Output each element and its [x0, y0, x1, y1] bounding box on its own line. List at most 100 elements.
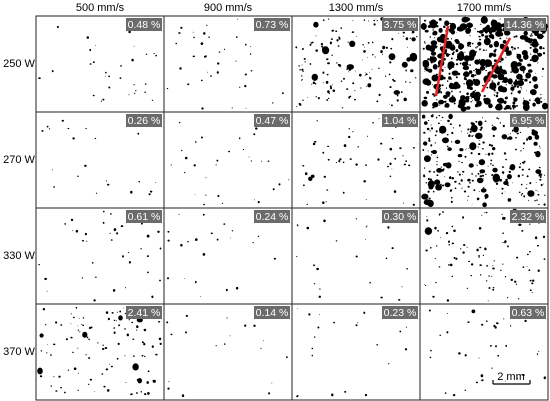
pore	[389, 162, 392, 166]
pore	[451, 95, 454, 98]
pore	[450, 200, 453, 203]
pore	[298, 65, 300, 67]
pore	[543, 174, 546, 176]
pore	[360, 87, 362, 89]
pore	[511, 86, 513, 88]
pore	[355, 163, 358, 166]
pore	[501, 187, 504, 190]
porosity-label: 6.95 %	[512, 115, 545, 127]
pore	[73, 316, 75, 319]
pore	[539, 46, 543, 50]
pore	[425, 249, 428, 252]
pore	[328, 18, 330, 20]
pore	[538, 203, 540, 206]
pore	[460, 248, 462, 250]
pore	[501, 192, 504, 195]
pore	[116, 357, 119, 360]
pore	[534, 200, 536, 202]
pore	[225, 288, 228, 292]
pore	[458, 124, 461, 127]
pore	[527, 253, 529, 256]
pore	[375, 18, 377, 20]
pore	[537, 62, 539, 64]
pore	[449, 22, 451, 24]
pore	[94, 137, 97, 140]
pore	[441, 184, 445, 187]
pore	[492, 287, 495, 289]
porosity-label-box	[510, 114, 546, 127]
pore	[448, 113, 453, 120]
pore	[444, 67, 446, 69]
pore	[326, 189, 329, 191]
pore	[437, 155, 439, 157]
pore	[496, 117, 499, 119]
pore	[393, 80, 396, 82]
pore	[480, 126, 483, 129]
pore	[401, 286, 403, 288]
pore	[102, 344, 104, 346]
pore	[542, 67, 544, 71]
pore	[529, 81, 532, 84]
pore	[315, 35, 317, 37]
pore	[355, 255, 358, 258]
pore	[404, 348, 408, 351]
pore	[499, 32, 504, 37]
pore	[509, 105, 511, 107]
pore	[481, 33, 485, 37]
pore	[331, 393, 334, 397]
pore	[543, 203, 546, 206]
pore	[119, 310, 122, 313]
pore	[301, 79, 302, 81]
pore	[534, 236, 538, 240]
pore	[475, 381, 478, 384]
pore	[440, 120, 442, 121]
pore	[488, 143, 491, 147]
pore	[505, 158, 507, 161]
porosity-label-box	[382, 306, 418, 319]
pore	[454, 180, 457, 183]
pore	[205, 177, 207, 179]
pore	[499, 122, 501, 124]
pore	[542, 52, 546, 55]
pore	[471, 203, 473, 205]
pore	[430, 349, 432, 352]
pore	[541, 76, 543, 77]
pore	[70, 218, 74, 222]
pore	[478, 58, 481, 61]
pore	[488, 34, 495, 39]
pore	[516, 73, 523, 80]
pore	[510, 46, 514, 49]
pore	[311, 347, 314, 350]
porosity-label-box	[254, 210, 290, 223]
pore	[507, 245, 509, 248]
pore	[133, 355, 135, 357]
pore	[67, 369, 70, 371]
pore	[166, 87, 169, 90]
pore	[391, 247, 394, 250]
pore	[488, 275, 490, 277]
pore	[505, 344, 508, 347]
pore	[445, 91, 451, 96]
pore	[427, 190, 430, 193]
pore	[424, 167, 426, 169]
pore	[224, 343, 226, 345]
pore	[440, 127, 442, 129]
pore	[448, 264, 450, 266]
micrograph	[35, 207, 165, 305]
pore	[497, 81, 500, 84]
pore	[378, 67, 380, 69]
pore	[125, 382, 127, 383]
pore	[536, 100, 539, 103]
pore	[460, 44, 465, 49]
pore	[531, 282, 534, 285]
pore	[450, 57, 453, 60]
pore	[434, 226, 437, 230]
pore	[479, 264, 482, 267]
pore	[151, 345, 154, 348]
pore	[542, 32, 545, 34]
pore	[484, 120, 487, 122]
pore	[101, 348, 105, 350]
pore	[460, 130, 462, 132]
pore	[157, 230, 160, 233]
pore	[327, 62, 330, 65]
